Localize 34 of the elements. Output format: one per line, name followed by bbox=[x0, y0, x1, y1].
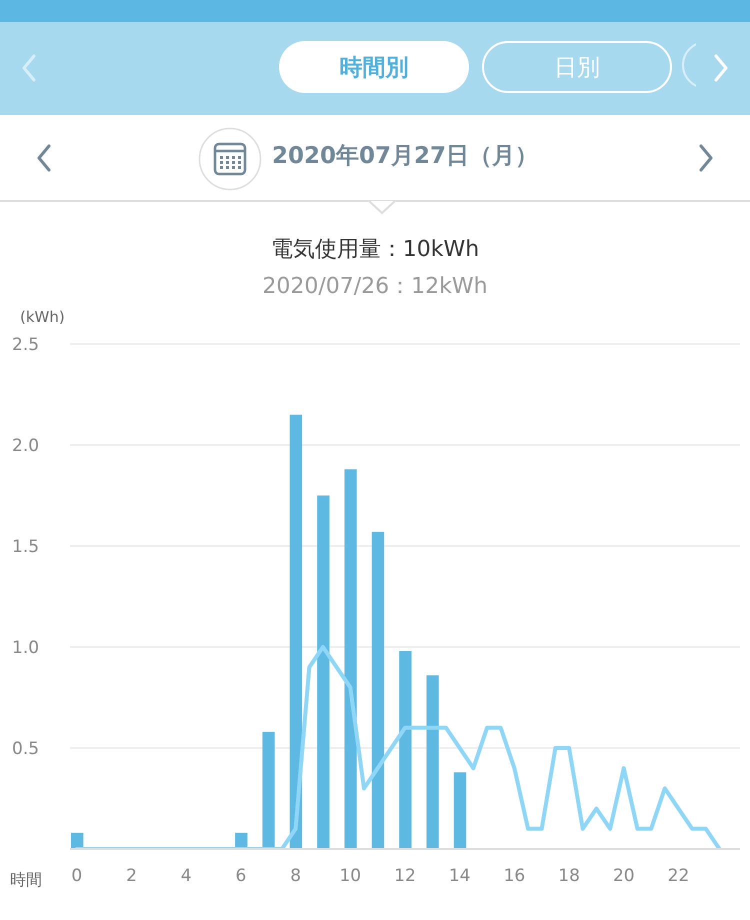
chart-title: 電気使用量：10kWh bbox=[270, 236, 480, 264]
line-series bbox=[74, 645, 722, 849]
chart-subtitle: 2020/07/26：12kWh bbox=[261, 273, 489, 301]
x-tick-label: 8 bbox=[290, 866, 302, 886]
x-tick-label: 0 bbox=[71, 866, 82, 886]
bar bbox=[290, 414, 302, 849]
y-tick-label: 2.5 bbox=[12, 335, 40, 355]
y-tick-label: 1.0 bbox=[12, 638, 40, 658]
bar bbox=[262, 732, 275, 849]
x-tick-label: 2 bbox=[126, 866, 137, 886]
y-tick-label: 1.5 bbox=[12, 537, 40, 557]
text: 2020年07月27日（月） bbox=[272, 142, 538, 171]
bar bbox=[454, 772, 466, 849]
x-tick-label: 14 bbox=[448, 866, 471, 886]
y-tick-label: 0.5 bbox=[12, 739, 40, 759]
x-axis-title: 時間 bbox=[10, 870, 42, 891]
bar bbox=[372, 532, 384, 849]
text: 日別 bbox=[482, 41, 672, 93]
bar bbox=[399, 651, 412, 849]
x-tick-label: 20 bbox=[612, 866, 635, 886]
x-tick-label: 16 bbox=[504, 866, 526, 886]
bar bbox=[71, 832, 84, 849]
text: 時間別 bbox=[279, 41, 469, 93]
x-tick-label: 18 bbox=[558, 866, 580, 886]
x-tick-label: 22 bbox=[668, 866, 690, 886]
bar bbox=[317, 496, 330, 849]
y-tick-label: 2.0 bbox=[12, 436, 40, 456]
bar bbox=[426, 675, 439, 849]
x-tick-label: 10 bbox=[339, 866, 362, 886]
y-axis-title: (kWh) bbox=[20, 308, 65, 326]
x-tick-label: 12 bbox=[394, 866, 416, 886]
bar bbox=[344, 469, 357, 849]
x-tick-label: 6 bbox=[236, 866, 246, 886]
x-tick-label: 4 bbox=[180, 866, 192, 886]
